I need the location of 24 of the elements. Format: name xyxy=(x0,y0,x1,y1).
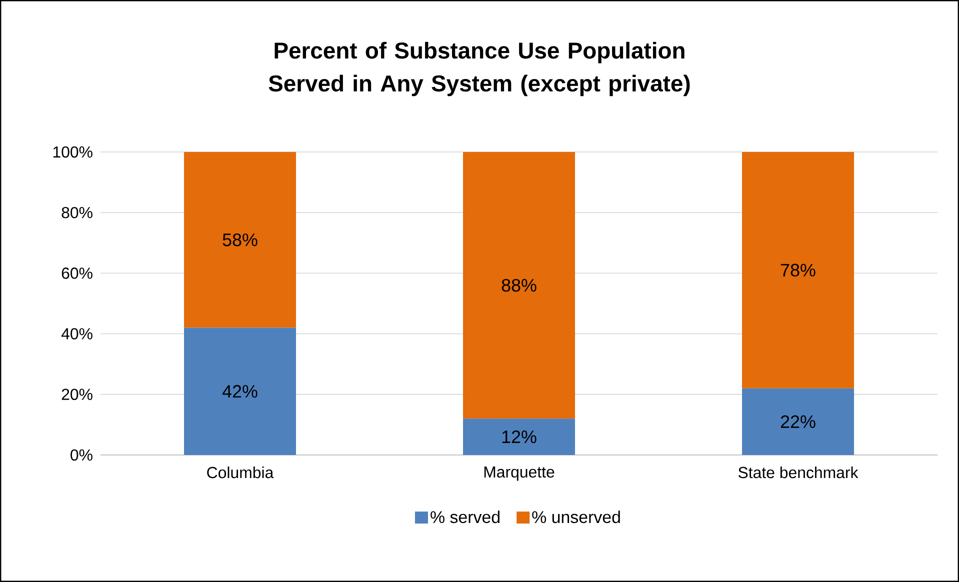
y-tick-label: 60% xyxy=(62,268,92,279)
data-label: 58% xyxy=(222,233,258,246)
y-tick-label: 0% xyxy=(70,449,92,461)
x-tick-label: State benchmark xyxy=(738,466,858,478)
bar xyxy=(463,152,576,419)
data-label: 88% xyxy=(502,278,536,292)
y-tick-label: 80% xyxy=(62,206,92,218)
x-tick-label: Marquette xyxy=(484,466,554,481)
bar xyxy=(184,152,296,328)
y-tick-label: 100% xyxy=(53,146,92,158)
bar xyxy=(742,152,854,388)
bar xyxy=(463,418,576,455)
bar xyxy=(184,328,296,455)
bar xyxy=(742,388,854,455)
data-label: 78% xyxy=(780,264,816,276)
legend-label: % unserved xyxy=(532,510,620,524)
chart-title: Percent of Substance Use Population Served in Any System (except private) xyxy=(268,42,690,96)
x-tick-label: Columbia xyxy=(207,466,274,478)
legend-label: % served xyxy=(430,510,500,524)
y-tick-label: 40% xyxy=(61,328,92,340)
data-label: 42% xyxy=(222,385,258,398)
y-tick-label: 20% xyxy=(62,388,92,400)
data-label: 12% xyxy=(502,430,536,444)
data-label: 22% xyxy=(780,415,816,428)
